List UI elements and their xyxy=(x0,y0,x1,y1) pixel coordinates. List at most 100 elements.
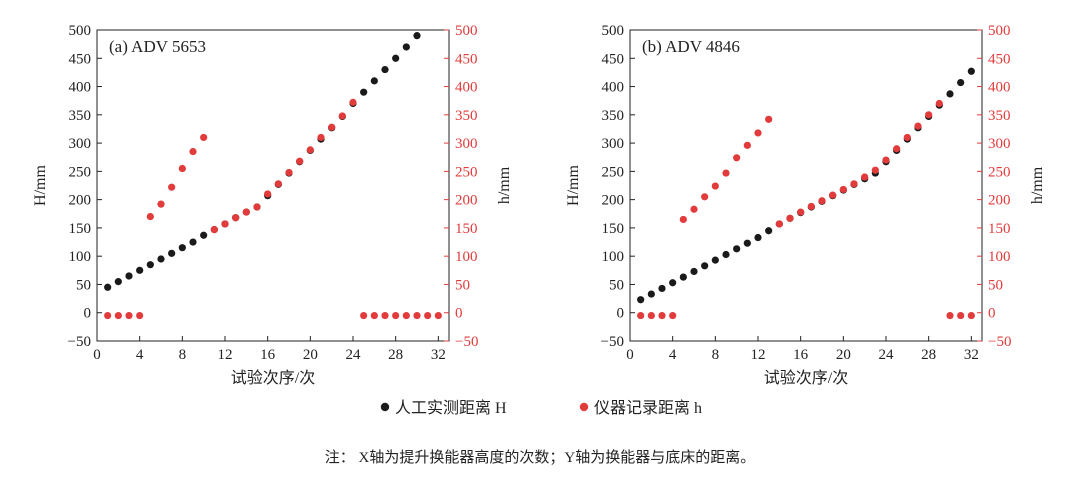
data-point xyxy=(392,311,400,320)
y-tick-label-right: 0 xyxy=(455,306,463,322)
data-point xyxy=(328,123,336,131)
y-tick-label-right: 200 xyxy=(988,193,1011,209)
figure-note: 注： X轴为提升换能器高度的次数；Y轴为换能器与底床的距离。 xyxy=(325,449,755,466)
y-tick-label-left: 450 xyxy=(602,51,625,67)
y-tick-label-right: 100 xyxy=(988,249,1011,265)
series-h xyxy=(637,99,975,320)
y-tick-label-right: −50 xyxy=(988,334,1011,350)
data-point xyxy=(679,215,687,224)
data-point xyxy=(189,238,197,246)
y-tick-label-right: 200 xyxy=(455,193,478,209)
data-point xyxy=(413,311,421,320)
data-point xyxy=(882,156,890,164)
data-point xyxy=(765,115,773,123)
data-point xyxy=(914,122,922,130)
x-tick-label: 16 xyxy=(260,347,276,363)
data-point xyxy=(306,146,314,154)
x-tick-label: 4 xyxy=(669,347,677,363)
panel-title: (a) ADV 5653 xyxy=(109,37,206,56)
data-point xyxy=(338,112,346,120)
data-point xyxy=(658,311,666,320)
data-point xyxy=(775,220,783,228)
data-point xyxy=(743,141,751,149)
y-tick-label-right: −50 xyxy=(455,334,478,350)
data-point xyxy=(349,98,357,106)
y-axis-title-right: h/mm xyxy=(1029,166,1046,204)
x-axis-title: 试验次序/次 xyxy=(764,369,848,387)
x-tick-label: 24 xyxy=(346,347,362,363)
data-point xyxy=(232,214,240,222)
data-point xyxy=(690,267,698,276)
data-point xyxy=(381,311,389,320)
data-point xyxy=(104,311,112,320)
data-point xyxy=(221,220,229,228)
y-tick-label-right: 450 xyxy=(988,51,1011,67)
x-tick-label: 12 xyxy=(218,347,233,363)
y-tick-label-right: 400 xyxy=(455,80,478,96)
y-tick-label-right: 500 xyxy=(455,23,478,39)
data-point xyxy=(647,311,655,320)
data-point xyxy=(125,272,133,280)
data-point xyxy=(168,249,176,257)
y-tick-label-left: 400 xyxy=(602,80,625,96)
x-tick-label: 28 xyxy=(388,347,403,363)
x-tick-label: 4 xyxy=(136,347,144,363)
data-point xyxy=(360,311,368,320)
y-tick-label-right: 300 xyxy=(455,136,478,152)
data-point xyxy=(360,88,368,96)
y-tick-label-left: 250 xyxy=(602,164,625,180)
data-point xyxy=(807,202,815,211)
data-point xyxy=(850,180,858,188)
data-point xyxy=(157,255,165,263)
data-point xyxy=(402,311,410,320)
data-point xyxy=(818,197,826,205)
data-point xyxy=(903,133,911,142)
data-point xyxy=(114,278,122,286)
x-tick-label: 12 xyxy=(751,347,766,363)
data-point xyxy=(125,311,133,320)
y-tick-label-right: 400 xyxy=(988,80,1011,96)
data-point xyxy=(765,227,773,235)
y-tick-label-left: 50 xyxy=(609,277,624,293)
data-point xyxy=(829,191,837,199)
y-axis-title-left: H/mm xyxy=(565,165,582,206)
data-point xyxy=(925,111,933,119)
data-point xyxy=(797,208,805,216)
y-tick-label-left: 100 xyxy=(69,249,92,265)
y-tick-label-left: 200 xyxy=(602,193,625,209)
y-tick-label-left: 200 xyxy=(69,193,92,209)
data-point xyxy=(296,157,304,165)
data-point xyxy=(274,180,282,188)
y-tick-label-right: 150 xyxy=(455,221,478,237)
data-point xyxy=(733,154,741,162)
data-point xyxy=(434,311,442,320)
data-point xyxy=(136,266,144,274)
y-tick-label-left: 400 xyxy=(69,80,92,96)
data-point xyxy=(967,67,975,75)
legend-marker-h xyxy=(579,402,589,412)
x-tick-label: 0 xyxy=(93,347,101,363)
y-tick-label-left: 0 xyxy=(84,306,92,322)
y-tick-label-right: 50 xyxy=(988,277,1003,293)
data-point xyxy=(178,244,186,252)
y-tick-label-left: 300 xyxy=(69,136,92,152)
y-tick-label-right: 0 xyxy=(988,306,996,322)
data-point xyxy=(733,245,741,253)
x-tick-label: 32 xyxy=(964,347,979,363)
x-tick-label: 32 xyxy=(431,347,446,363)
data-point xyxy=(722,250,730,259)
data-point xyxy=(178,164,186,173)
y-tick-label-left: 0 xyxy=(617,306,625,322)
y-tick-label-left: −50 xyxy=(68,334,91,350)
data-point xyxy=(317,133,325,142)
x-tick-label: 8 xyxy=(712,347,720,363)
data-point xyxy=(679,273,687,281)
data-point xyxy=(669,311,677,320)
x-tick-label: 20 xyxy=(303,347,318,363)
y-tick-label-left: 350 xyxy=(69,108,92,124)
legend-marker-H xyxy=(380,402,390,412)
